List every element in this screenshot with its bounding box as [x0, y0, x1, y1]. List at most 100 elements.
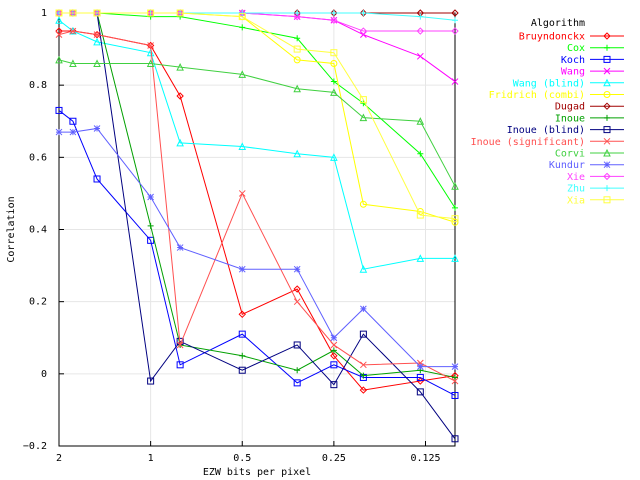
data-point	[176, 361, 184, 369]
data-point	[239, 10, 246, 16]
series-line	[59, 12, 456, 209]
legend-label: Wang	[561, 67, 585, 78]
y-tick-label: 0.8	[29, 80, 47, 91]
data-point	[238, 13, 246, 21]
legend-marker	[603, 32, 611, 40]
data-point	[451, 215, 459, 223]
legend-label: Zhu	[567, 184, 585, 195]
series-line	[58, 30, 456, 382]
legend-marker	[603, 67, 611, 75]
data-point	[55, 106, 63, 114]
legend-marker	[603, 78, 611, 87]
legend-entry: Dugad	[555, 102, 624, 113]
data-point	[176, 92, 184, 100]
data-point	[238, 142, 247, 151]
data-point	[359, 200, 367, 208]
data-point	[147, 236, 155, 244]
data-point	[359, 386, 368, 394]
data-point	[93, 175, 101, 183]
data-point	[451, 27, 459, 35]
data-point	[293, 298, 301, 306]
legend-label: Bruyndonckx	[519, 32, 585, 43]
legend-entry: Wang (blind)	[513, 78, 624, 89]
data-point	[417, 150, 424, 157]
axis-ticks: −0.2 0 0.2 0.4 0.6 0.8 1 2 1 0.5 0.25 0.125	[23, 8, 441, 464]
data-point	[238, 310, 246, 319]
data-point	[294, 10, 301, 16]
legend-label: Kundur	[549, 160, 585, 171]
legend-label: Wang (blind)	[513, 78, 585, 89]
data-point	[176, 138, 184, 147]
data-point	[294, 35, 301, 42]
legend-entry: Kundur	[549, 160, 624, 171]
series-wang	[55, 9, 459, 85]
y-tick-label: 0	[41, 369, 47, 380]
legend-marker	[603, 148, 611, 157]
data-point	[239, 24, 246, 31]
data-point	[417, 13, 424, 20]
data-point	[293, 45, 301, 53]
legend-entry: Wang	[561, 67, 624, 78]
data-point	[146, 48, 155, 57]
data-point	[239, 352, 246, 359]
legend-marker	[603, 172, 611, 181]
data-point	[330, 88, 338, 96]
data-point	[147, 42, 154, 49]
data-point	[416, 388, 424, 396]
legend-label: Cox	[567, 43, 585, 54]
data-point	[416, 27, 425, 35]
data-point	[176, 9, 184, 17]
data-point	[238, 366, 246, 374]
legend-label: Xia	[567, 195, 585, 206]
legend-marker	[603, 91, 611, 98]
data-point	[330, 352, 338, 360]
series-line	[59, 12, 456, 220]
data-point	[360, 305, 367, 313]
legend-label: Dugad	[555, 102, 585, 113]
legend-label: Inoue (significant)	[471, 137, 585, 148]
data-point	[360, 10, 367, 16]
data-point	[416, 373, 424, 381]
data-point	[451, 377, 459, 385]
legend-entry: Bruyndonckx	[519, 32, 624, 43]
data-point	[93, 125, 101, 132]
legend-marker	[604, 114, 610, 121]
data-point	[147, 9, 155, 17]
data-point	[238, 190, 246, 197]
series-line	[59, 12, 456, 440]
series-line	[58, 59, 456, 187]
x-tick-label: 0.125	[410, 453, 440, 464]
data-point	[55, 128, 63, 136]
legend-entry: Corvi	[555, 149, 624, 160]
data-point	[293, 285, 301, 293]
data-point	[452, 17, 458, 24]
data-point	[238, 265, 246, 273]
legend-label: Inoue	[555, 113, 585, 124]
data-point	[452, 204, 458, 211]
legend-label: Inoue (blind)	[507, 125, 585, 136]
series-line	[59, 12, 456, 82]
data-point	[69, 27, 77, 35]
legend-marker	[603, 137, 611, 145]
data-point	[69, 59, 77, 68]
data-point	[176, 244, 184, 251]
data-point	[330, 334, 338, 342]
data-point	[451, 182, 459, 190]
data-point	[293, 56, 301, 64]
data-point	[330, 347, 337, 354]
y-tick-label: 0.6	[29, 152, 47, 163]
data-point	[330, 16, 338, 24]
legend-entry: Xie	[567, 172, 624, 183]
legend-entry: Inoue	[555, 113, 624, 124]
series-inoue-significant	[55, 27, 459, 385]
data-point	[330, 153, 338, 161]
data-point	[93, 37, 101, 46]
data-point	[69, 128, 77, 136]
legend-entry: Xia	[567, 195, 624, 206]
legend-marker	[603, 55, 611, 63]
y-tick-label: 0.4	[29, 225, 47, 236]
data-point	[93, 9, 101, 17]
series-line	[59, 12, 456, 223]
